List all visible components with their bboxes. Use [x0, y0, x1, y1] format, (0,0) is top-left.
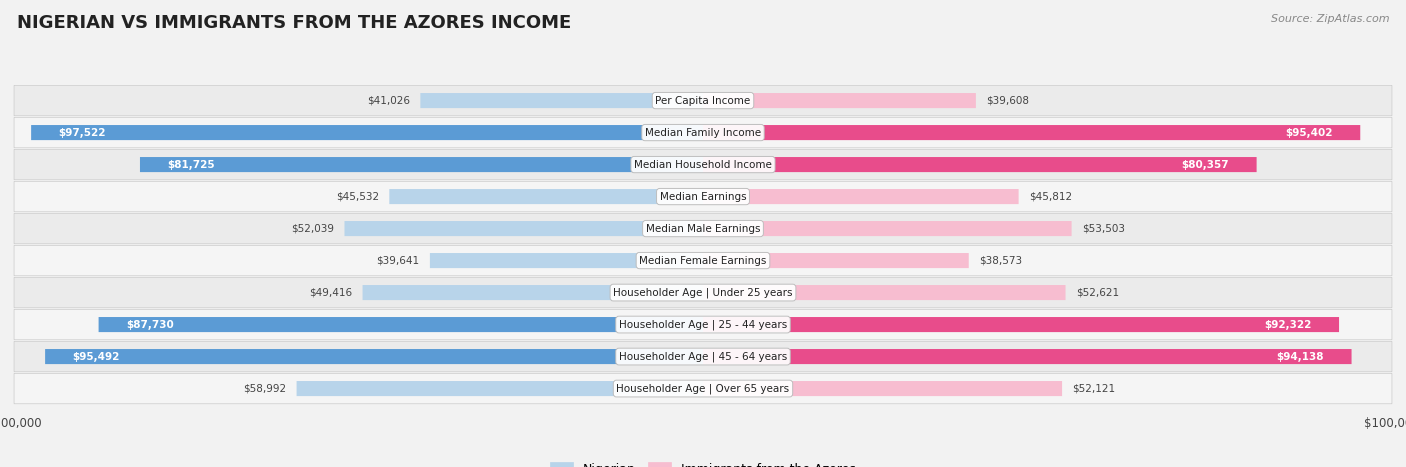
FancyBboxPatch shape [14, 213, 1392, 244]
Text: $97,522: $97,522 [59, 127, 107, 138]
FancyBboxPatch shape [31, 125, 703, 140]
Text: Householder Age | 45 - 64 years: Householder Age | 45 - 64 years [619, 351, 787, 362]
Text: $80,357: $80,357 [1181, 160, 1229, 170]
FancyBboxPatch shape [703, 253, 969, 268]
FancyBboxPatch shape [14, 117, 1392, 148]
FancyBboxPatch shape [14, 85, 1392, 116]
Text: Median Male Earnings: Median Male Earnings [645, 224, 761, 234]
FancyBboxPatch shape [14, 245, 1392, 276]
FancyBboxPatch shape [389, 189, 703, 204]
FancyBboxPatch shape [420, 93, 703, 108]
Text: $58,992: $58,992 [243, 383, 287, 394]
Text: $49,416: $49,416 [309, 288, 353, 297]
FancyBboxPatch shape [363, 285, 703, 300]
Text: Householder Age | Over 65 years: Householder Age | Over 65 years [616, 383, 790, 394]
Text: $41,026: $41,026 [367, 96, 411, 106]
FancyBboxPatch shape [14, 309, 1392, 340]
FancyBboxPatch shape [344, 221, 703, 236]
FancyBboxPatch shape [703, 221, 1071, 236]
Text: $39,608: $39,608 [986, 96, 1029, 106]
Text: $94,138: $94,138 [1277, 352, 1324, 361]
FancyBboxPatch shape [703, 285, 1066, 300]
Text: Median Household Income: Median Household Income [634, 160, 772, 170]
FancyBboxPatch shape [703, 189, 1018, 204]
Text: Householder Age | 25 - 44 years: Householder Age | 25 - 44 years [619, 319, 787, 330]
Text: $45,812: $45,812 [1029, 191, 1073, 202]
FancyBboxPatch shape [14, 341, 1392, 372]
Legend: Nigerian, Immigrants from the Azores: Nigerian, Immigrants from the Azores [546, 458, 860, 467]
Text: $95,492: $95,492 [73, 352, 120, 361]
Text: Median Family Income: Median Family Income [645, 127, 761, 138]
FancyBboxPatch shape [45, 349, 703, 364]
Text: $38,573: $38,573 [979, 255, 1022, 266]
Text: $95,402: $95,402 [1285, 127, 1333, 138]
FancyBboxPatch shape [297, 381, 703, 396]
FancyBboxPatch shape [141, 157, 703, 172]
FancyBboxPatch shape [703, 349, 1351, 364]
Text: Per Capita Income: Per Capita Income [655, 96, 751, 106]
Text: $45,532: $45,532 [336, 191, 380, 202]
FancyBboxPatch shape [703, 381, 1062, 396]
FancyBboxPatch shape [430, 253, 703, 268]
Text: NIGERIAN VS IMMIGRANTS FROM THE AZORES INCOME: NIGERIAN VS IMMIGRANTS FROM THE AZORES I… [17, 14, 571, 32]
Text: $52,121: $52,121 [1073, 383, 1115, 394]
Text: $52,039: $52,039 [291, 224, 335, 234]
Text: $39,641: $39,641 [377, 255, 419, 266]
FancyBboxPatch shape [98, 317, 703, 332]
Text: Median Female Earnings: Median Female Earnings [640, 255, 766, 266]
FancyBboxPatch shape [703, 317, 1339, 332]
Text: $87,730: $87,730 [127, 319, 174, 330]
Text: Median Earnings: Median Earnings [659, 191, 747, 202]
Text: $53,503: $53,503 [1083, 224, 1125, 234]
FancyBboxPatch shape [703, 125, 1360, 140]
Text: Source: ZipAtlas.com: Source: ZipAtlas.com [1271, 14, 1389, 24]
Text: Householder Age | Under 25 years: Householder Age | Under 25 years [613, 287, 793, 298]
FancyBboxPatch shape [14, 277, 1392, 308]
Text: $52,621: $52,621 [1076, 288, 1119, 297]
Text: $92,322: $92,322 [1264, 319, 1312, 330]
FancyBboxPatch shape [703, 157, 1257, 172]
FancyBboxPatch shape [703, 93, 976, 108]
FancyBboxPatch shape [14, 181, 1392, 212]
FancyBboxPatch shape [14, 149, 1392, 180]
FancyBboxPatch shape [14, 373, 1392, 404]
Text: $81,725: $81,725 [167, 160, 215, 170]
